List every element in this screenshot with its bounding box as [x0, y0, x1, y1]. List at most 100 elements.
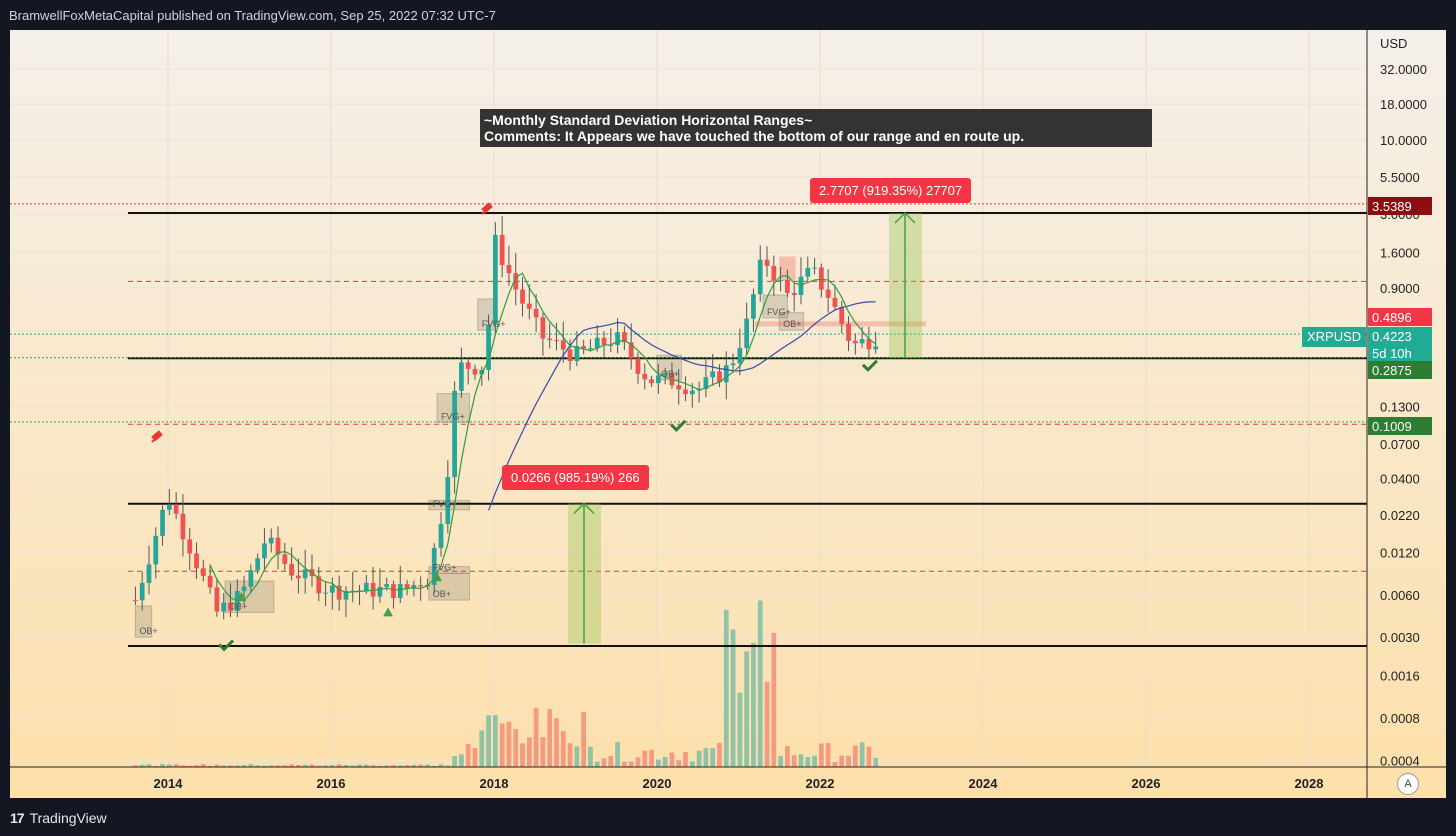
annotation-title: ~Monthly Standard Deviation Horizontal R… — [484, 112, 813, 128]
auto-scale-button[interactable]: A — [1397, 773, 1419, 795]
fvg-label: FVG+ — [767, 307, 791, 317]
candle-body — [296, 575, 301, 579]
candle-body — [730, 363, 736, 366]
ob-label: OB+ — [139, 626, 157, 636]
candle-body — [594, 337, 600, 349]
volume-bar — [384, 765, 390, 767]
price-chart[interactable]: FVG+ FVG+ FVG+ OB+ OB+ OB+ FVG+ FVG+ OB+ OB+ 32.0… — [0, 0, 1456, 800]
volume-bar — [737, 692, 743, 767]
volume-bar — [751, 642, 756, 767]
volume-bar — [764, 681, 770, 767]
candle-body — [574, 346, 580, 361]
x-tick-label: 2014 — [154, 776, 184, 791]
candle-body — [255, 558, 261, 571]
range-measurements — [568, 211, 922, 644]
volume-bar — [812, 755, 817, 767]
volume-bar — [411, 764, 417, 767]
y-tick-label: 0.0060 — [1380, 588, 1420, 603]
volume-bar — [391, 765, 396, 767]
ob-label: OB+ — [783, 319, 801, 329]
volume-bar — [180, 765, 186, 767]
hammer-handle — [481, 207, 489, 215]
volume-bar — [642, 750, 648, 767]
ma-short-line — [209, 272, 877, 602]
candle-body — [323, 592, 328, 594]
measure-label-lower[interactable]: 0.0266 (985.19%) 266 — [502, 465, 649, 490]
zone-rect — [134, 605, 153, 638]
y-tick-label: 5.5000 — [1380, 170, 1420, 185]
volume-bar — [207, 765, 213, 767]
y-tick-label: 0.9000 — [1380, 281, 1420, 296]
measure-arrow-head — [894, 211, 916, 224]
volume-bar — [357, 764, 362, 767]
candle-body — [472, 368, 478, 375]
volume-bar — [425, 764, 430, 767]
candle-body — [601, 337, 607, 345]
candle-body — [866, 339, 872, 350]
volume-bar — [194, 765, 199, 767]
candle-body — [825, 289, 831, 298]
y-tick-label: 18.0000 — [1380, 97, 1427, 112]
volume-bar — [323, 765, 328, 767]
measure-label-upper[interactable]: 2.7707 (919.35%) 27707 — [810, 178, 972, 203]
volume-bar — [404, 765, 410, 767]
candle-body — [411, 585, 417, 589]
volume-bar — [567, 743, 573, 767]
volume-bar — [696, 750, 702, 767]
volume-bar — [588, 746, 593, 767]
candle-body — [350, 590, 356, 592]
candle-body — [812, 267, 817, 269]
candle-body — [859, 339, 865, 344]
zone-labels: FVG+ FVG+ FVG+ OB+ OB+ OB+ FVG+ FVG+ OB+ OB+ — [139, 307, 801, 636]
volume-bar — [377, 765, 383, 767]
volume-bar — [506, 721, 512, 767]
y-tick-label: 1.6000 — [1380, 246, 1420, 261]
fvg-label: FVG+ — [433, 562, 457, 572]
candle-body — [683, 389, 688, 395]
check-icon — [670, 419, 687, 432]
candle-body — [445, 477, 451, 525]
volume-bars — [133, 600, 879, 767]
volume-bar — [431, 765, 437, 767]
candle-body — [649, 379, 654, 384]
volume-bar — [655, 759, 661, 767]
volume-bar — [601, 758, 607, 767]
volume-bar — [336, 764, 342, 767]
candle-body — [744, 318, 750, 349]
volume-bar — [581, 712, 587, 767]
candle-body — [588, 348, 593, 350]
volume-bar — [547, 709, 553, 767]
volume-bar — [717, 743, 722, 767]
zone-rect — [778, 312, 805, 331]
annotation-box[interactable]: ~Monthly Standard Deviation Horizontal R… — [480, 109, 1152, 147]
candle-body — [818, 267, 824, 290]
candle-body — [751, 294, 756, 319]
x-tick-label: 2016 — [317, 776, 346, 791]
candle-body — [710, 371, 716, 378]
candle-body — [329, 585, 335, 593]
y-tick-label: 0.0400 — [1380, 472, 1420, 487]
candle-body — [554, 340, 559, 342]
volume-bar — [445, 765, 451, 767]
volume-bar — [499, 723, 505, 767]
volume-bar — [852, 745, 858, 767]
candle-body — [391, 584, 396, 599]
candle-body — [540, 317, 546, 339]
zone-rect — [762, 294, 788, 319]
tradingview-logo[interactable]: 17 TradingView — [10, 810, 107, 826]
candle-body — [275, 537, 281, 555]
hammer-handle — [151, 435, 159, 443]
time-axis-ticks: 2014 2016 2018 2020 2022 2024 2026 2028 — [154, 776, 1324, 791]
volume-bar — [785, 746, 790, 767]
candle-body — [207, 575, 213, 588]
candle-body — [200, 568, 206, 576]
candle-body — [431, 547, 437, 585]
candle-body — [560, 340, 566, 350]
candle-body — [173, 504, 179, 514]
volume-bar — [187, 765, 193, 767]
volume-bar — [560, 731, 566, 767]
candle-body — [241, 586, 247, 592]
x-tick-label: 2020 — [643, 776, 672, 791]
volume-bar — [282, 765, 288, 767]
volume-bar — [818, 743, 824, 767]
